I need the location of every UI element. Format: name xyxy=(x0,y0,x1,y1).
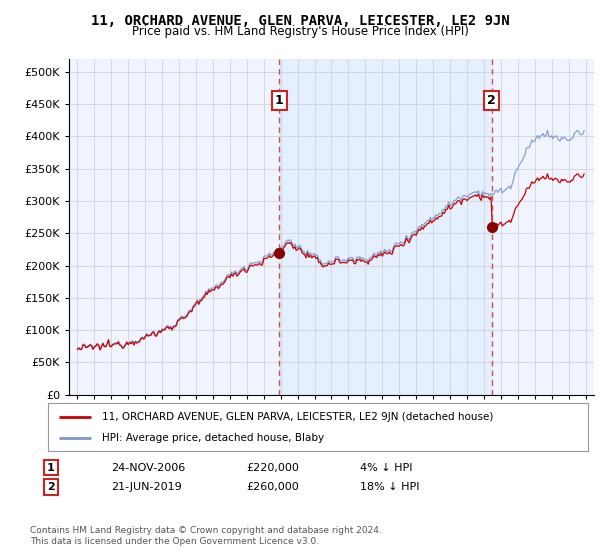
Text: 2: 2 xyxy=(47,482,55,492)
Bar xyxy=(279,59,491,395)
Text: 4% ↓ HPI: 4% ↓ HPI xyxy=(360,463,413,473)
Text: 2: 2 xyxy=(487,94,496,108)
Text: Contains HM Land Registry data © Crown copyright and database right 2024.
This d: Contains HM Land Registry data © Crown c… xyxy=(30,526,382,546)
Text: HPI: Average price, detached house, Blaby: HPI: Average price, detached house, Blab… xyxy=(102,433,324,444)
Text: 1: 1 xyxy=(47,463,55,473)
Text: 21-JUN-2019: 21-JUN-2019 xyxy=(111,482,182,492)
Text: 1: 1 xyxy=(275,94,284,108)
Text: £260,000: £260,000 xyxy=(246,482,299,492)
Text: 11, ORCHARD AVENUE, GLEN PARVA, LEICESTER, LE2 9JN: 11, ORCHARD AVENUE, GLEN PARVA, LEICESTE… xyxy=(91,14,509,28)
Text: 11, ORCHARD AVENUE, GLEN PARVA, LEICESTER, LE2 9JN (detached house): 11, ORCHARD AVENUE, GLEN PARVA, LEICESTE… xyxy=(102,412,493,422)
Text: £220,000: £220,000 xyxy=(246,463,299,473)
Text: 18% ↓ HPI: 18% ↓ HPI xyxy=(360,482,419,492)
Text: Price paid vs. HM Land Registry's House Price Index (HPI): Price paid vs. HM Land Registry's House … xyxy=(131,25,469,38)
Text: 24-NOV-2006: 24-NOV-2006 xyxy=(111,463,185,473)
